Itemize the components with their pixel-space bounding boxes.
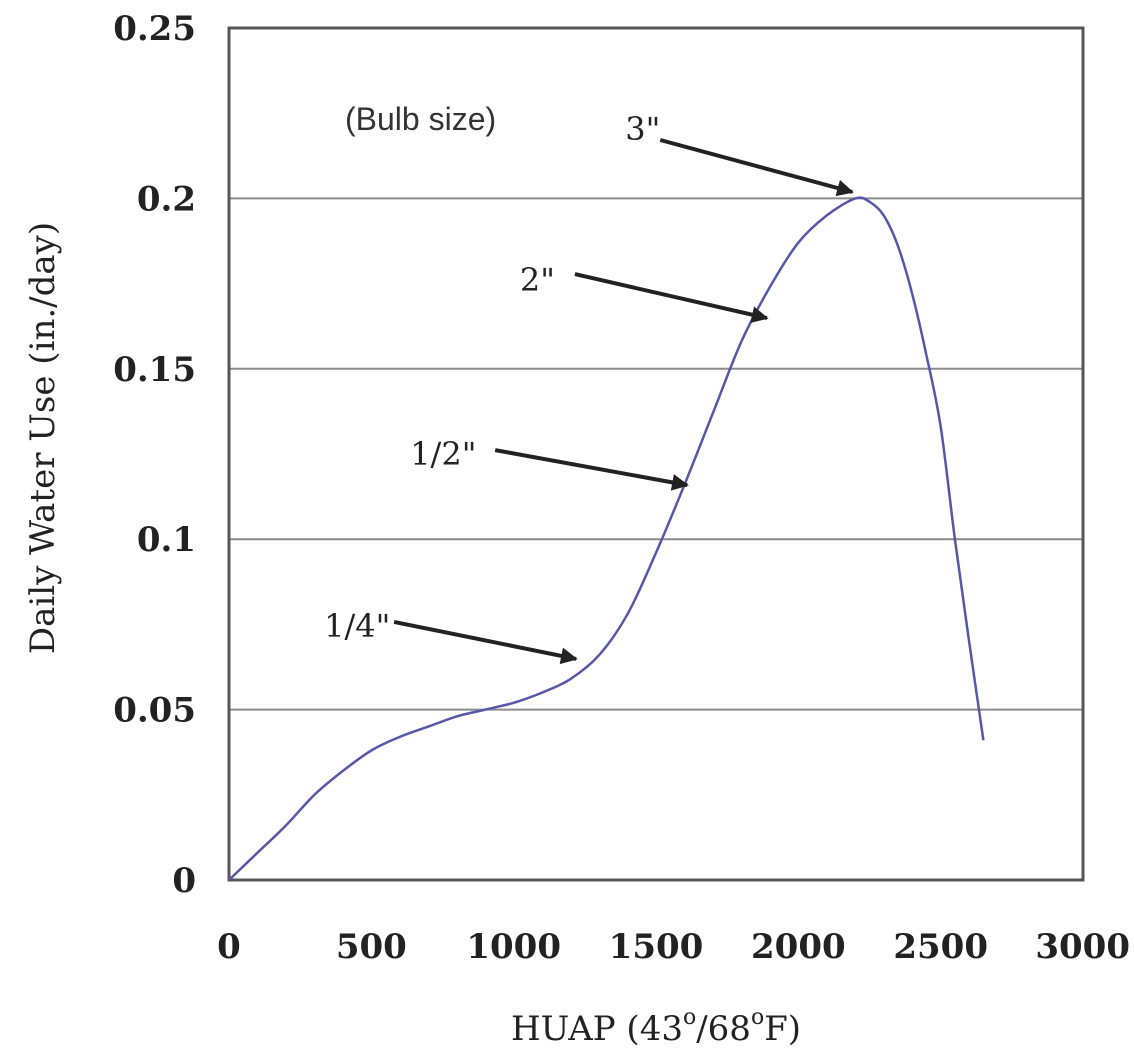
x-axis-title-degree-1: o (683, 1005, 696, 1030)
x-tick-label: 500 (336, 927, 407, 967)
annotations: 1/4" 1/2" 2" 3" (324, 110, 854, 665)
y-tick-label: 0 (172, 861, 196, 901)
y-tick-label: 0.25 (113, 9, 196, 49)
x-tick-label: 1500 (609, 927, 704, 967)
x-axis-title-main: HUAP (43 (511, 1009, 683, 1049)
x-tick-label: 1000 (466, 927, 561, 967)
annotation-title: (Bulb size) (345, 101, 496, 137)
y-tick-label: 0.15 (113, 350, 196, 390)
y-tick-label: 0.05 (113, 691, 196, 731)
annotation-label: 1/2" (410, 435, 476, 473)
gridlines (229, 197, 1083, 711)
annotation-arrow (659, 138, 854, 197)
x-axis-title-mid: /68 (696, 1009, 751, 1049)
y-tick-labels: 0 0.05 0.1 0.15 0.2 0.25 (113, 9, 196, 901)
y-axis-title: Daily Water Use (in./day) (23, 222, 63, 654)
y-tick-label: 0.2 (137, 179, 196, 219)
annotation-arrow (574, 272, 769, 323)
annotation-label: 2" (520, 261, 555, 299)
annotation-arrow (494, 448, 689, 491)
x-tick-label: 2000 (751, 927, 846, 967)
annotation-label: 1/4" (324, 607, 390, 645)
x-axis-title-end: F) (764, 1009, 801, 1049)
annotation-label: 3" (625, 110, 660, 148)
x-tick-label: 2500 (893, 927, 988, 967)
x-tick-label: 0 (217, 927, 241, 967)
x-tick-labels: 0 500 1000 1500 2000 2500 3000 (217, 927, 1130, 967)
x-tick-label: 3000 (1035, 927, 1130, 967)
y-tick-label: 0.1 (137, 520, 196, 560)
annotation-arrow (393, 619, 578, 665)
x-axis-title: HUAP (43o/68oF) (511, 1005, 801, 1049)
x-axis-title-degree-2: o (751, 1005, 764, 1030)
plot-frame (227, 26, 1085, 882)
